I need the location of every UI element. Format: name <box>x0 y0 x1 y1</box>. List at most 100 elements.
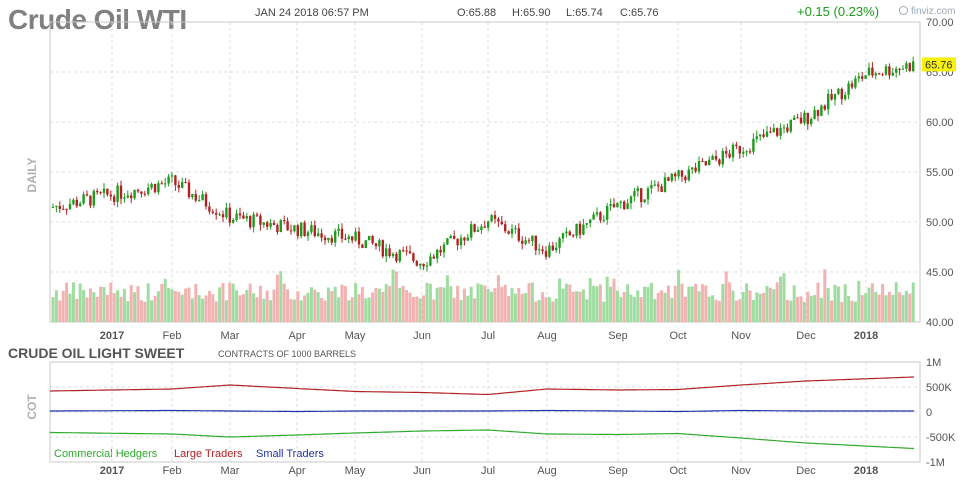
candle-body <box>126 195 129 198</box>
candle-body <box>582 224 585 235</box>
candle-body <box>130 195 133 199</box>
volume-bar <box>568 284 572 322</box>
candle-body <box>113 196 116 202</box>
cot-panel-border <box>49 361 921 463</box>
candle-body <box>623 201 626 210</box>
candle-body <box>711 156 714 160</box>
volume-bar <box>272 289 276 322</box>
candle-body <box>102 188 106 193</box>
candle-body <box>504 224 507 232</box>
volume-bar <box>850 300 854 322</box>
volume-bar <box>877 294 881 322</box>
candle-body <box>323 237 327 241</box>
candle-body <box>160 183 163 185</box>
candle-body <box>517 228 520 241</box>
candle-body <box>79 203 82 207</box>
candle-body <box>167 176 170 184</box>
volume-bar <box>588 278 592 322</box>
candle-body <box>109 194 112 197</box>
candle-body <box>796 117 799 119</box>
volume-bar <box>643 286 647 322</box>
candle-body <box>687 169 690 181</box>
candle-body <box>351 236 354 241</box>
volume-bar <box>343 286 347 322</box>
candle-body <box>595 212 599 215</box>
price-x-tick-label: Nov <box>731 330 751 342</box>
volume-bar <box>398 287 402 322</box>
candle-body <box>731 144 735 158</box>
candle-body <box>510 228 514 234</box>
volume-bar <box>575 291 579 322</box>
candle-body <box>612 204 616 208</box>
candle-body <box>500 221 503 225</box>
candle-body <box>762 134 765 137</box>
candle-body <box>62 208 65 210</box>
volume-bar <box>694 283 698 322</box>
price-x-tick-label: Feb <box>163 330 182 342</box>
volume-bar <box>762 292 766 322</box>
volume-bar <box>867 287 871 322</box>
price-x-tick-label: Sep <box>608 330 628 342</box>
volume-bar <box>364 298 368 322</box>
volume-bar <box>112 293 116 322</box>
volume-bar <box>418 298 422 322</box>
volume-bar <box>704 285 708 322</box>
candle-body <box>884 66 888 75</box>
volume-bar <box>371 292 375 322</box>
cot-x-tick-label: Mar <box>221 465 240 477</box>
candle-body <box>204 194 208 207</box>
candle-body <box>65 208 68 210</box>
brand-logo[interactable]: finviz.com <box>899 6 955 17</box>
volume-bar <box>714 299 718 322</box>
volume-bar <box>224 300 228 322</box>
volume-bar <box>405 290 409 322</box>
candle-body <box>660 186 663 193</box>
candle-body <box>799 117 803 124</box>
candle-body <box>602 219 605 221</box>
volume-bar <box>748 290 752 322</box>
candle-body <box>830 93 833 100</box>
candle-body <box>905 63 908 69</box>
candle-body <box>755 136 758 139</box>
candle-body <box>670 173 673 181</box>
volume-bar <box>445 275 449 322</box>
cot-x-tick-label: Nov <box>731 465 751 477</box>
candle-body <box>816 109 820 116</box>
volume-bar <box>626 284 630 322</box>
candle-body <box>106 188 109 195</box>
cot-x-tick-label: Aug <box>537 465 557 477</box>
candle-body <box>857 76 860 79</box>
volume-bar <box>330 291 334 322</box>
volume-bar <box>860 295 864 322</box>
volume-bar <box>707 296 711 322</box>
volume-bar <box>632 296 636 322</box>
volume-bar <box>683 296 687 322</box>
volume-bar <box>806 291 810 322</box>
volume-bar <box>201 298 205 322</box>
candle-body <box>330 237 333 243</box>
candle-body <box>714 156 718 160</box>
volume-bar <box>510 288 514 322</box>
candle-body <box>235 213 238 220</box>
candle-body <box>888 66 891 76</box>
volume-bar <box>490 291 494 322</box>
volume-bar <box>615 290 619 322</box>
candle-body <box>752 138 755 152</box>
volume-bar <box>547 297 551 322</box>
volume-bar <box>54 290 58 322</box>
candle-body <box>164 183 167 185</box>
candle-body <box>558 238 561 248</box>
volume-bar <box>255 297 259 322</box>
candle-body <box>721 150 724 165</box>
volume-bar <box>78 283 82 322</box>
candle-body <box>589 219 592 224</box>
cot-x-tick-label: May <box>345 465 366 477</box>
volume-bar <box>741 292 745 322</box>
candle-body <box>232 219 235 223</box>
candle-body <box>561 233 565 239</box>
candle-body <box>493 215 497 219</box>
brand-label: finviz.com <box>911 6 956 17</box>
volume-bar <box>184 288 188 322</box>
volume-bar <box>262 298 266 322</box>
volume-bar <box>411 296 415 322</box>
